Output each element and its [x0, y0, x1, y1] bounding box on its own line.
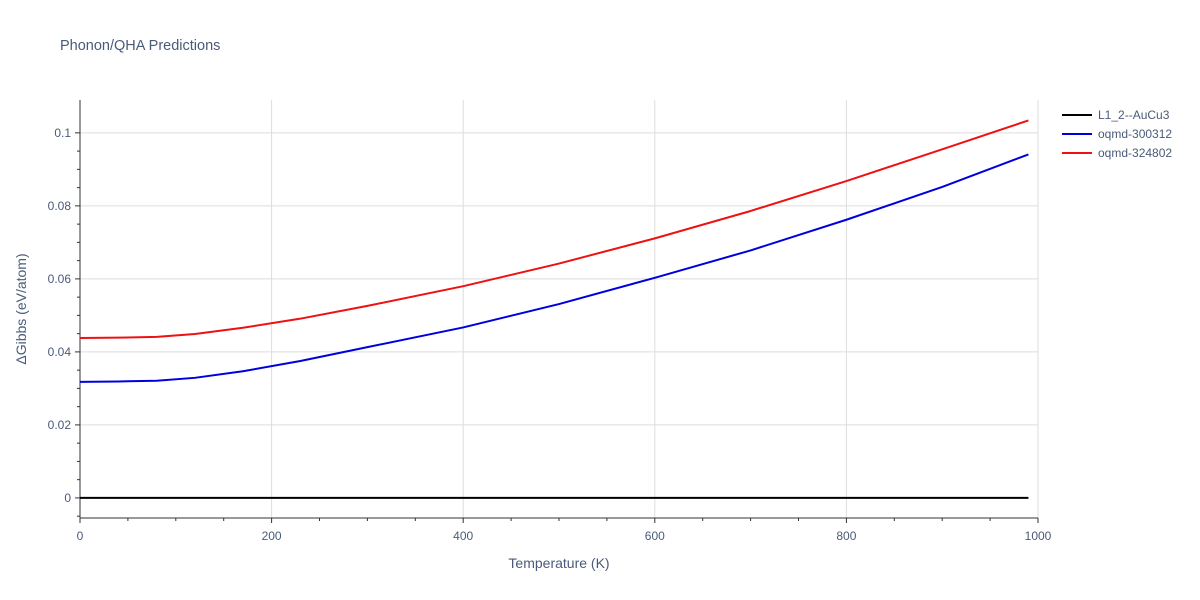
- legend-label: oqmd-324802: [1098, 146, 1172, 160]
- legend-item[interactable]: oqmd-300312: [1062, 127, 1172, 141]
- legend-item[interactable]: oqmd-324802: [1062, 146, 1172, 160]
- y-tick-label: 0.04: [48, 345, 72, 359]
- series-line-1: [79, 153, 1029, 383]
- x-tick-label: 400: [453, 529, 473, 543]
- y-tick-label: 0.02: [48, 418, 72, 432]
- y-tick-label: 0: [64, 491, 71, 505]
- y-tick-label: 0.06: [48, 272, 72, 286]
- axes: [75, 100, 1039, 523]
- x-tick-label: 600: [645, 529, 665, 543]
- legend-label: oqmd-300312: [1098, 127, 1172, 141]
- x-tick-label: 1000: [1025, 529, 1052, 543]
- grid: [80, 100, 1039, 518]
- y-tick-label: 0.1: [54, 126, 71, 140]
- series-line-2: [79, 119, 1029, 340]
- x-tick-label: 200: [262, 529, 282, 543]
- x-tick-label: 0: [77, 529, 84, 543]
- y-tick-label: 0.08: [48, 199, 72, 213]
- y-tick-labels: 0 0.02 0.04 0.06 0.08 0.1: [48, 126, 72, 505]
- x-axis-title: Temperature (K): [508, 555, 609, 571]
- y-axis-title: ΔGibbs (eV/atom): [13, 253, 29, 364]
- chart-title: Phonon/QHA Predictions: [60, 38, 220, 54]
- series-lines: [79, 119, 1029, 499]
- x-tick-labels: 0 200 400 600 800 1000: [77, 529, 1052, 543]
- legend-item[interactable]: L1_2--AuCu3: [1062, 108, 1170, 122]
- x-tick-label: 800: [836, 529, 856, 543]
- legend[interactable]: L1_2--AuCu3 oqmd-300312 oqmd-324802: [1062, 108, 1172, 160]
- legend-label: L1_2--AuCu3: [1098, 108, 1170, 122]
